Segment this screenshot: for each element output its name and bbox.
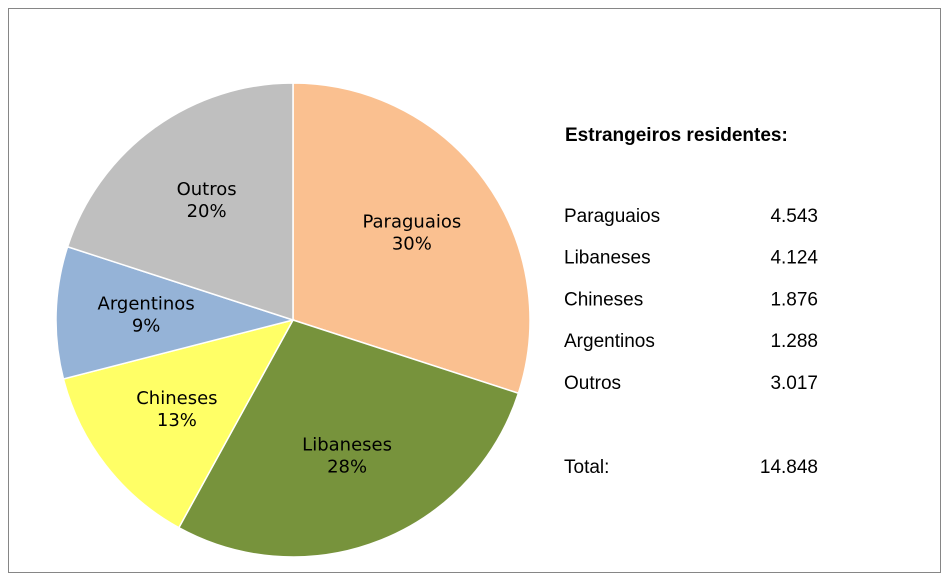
table-value: 4.543	[770, 206, 818, 227]
table-name: Argentinos	[564, 331, 655, 352]
table-name: Libaneses	[564, 248, 651, 269]
table-name: Chineses	[564, 289, 643, 310]
pie-slice	[55, 245, 296, 380]
slice-value-label: 30%	[392, 234, 432, 255]
slice-value-label: 13%	[157, 410, 197, 431]
slice-value-label: 9%	[132, 315, 161, 336]
table-total-label: Total:	[564, 457, 609, 478]
table-name: Outros	[564, 373, 621, 394]
pie-slice	[66, 82, 294, 322]
table-title: Estrangeiros residentes:	[565, 125, 788, 146]
table-value: 1.876	[770, 289, 818, 310]
table-total-value: 14.848	[760, 457, 818, 478]
slice-label: Paraguaios	[362, 212, 461, 233]
table-name: Paraguaios	[564, 206, 660, 227]
table-value: 4.124	[770, 248, 818, 269]
slice-label: Argentinos	[98, 293, 195, 314]
pie-slice	[177, 319, 520, 558]
pie-slice	[62, 318, 295, 529]
slice-label: Libaneses	[302, 435, 392, 456]
slice-value-label: 20%	[187, 201, 227, 222]
table-value: 3.017	[770, 373, 818, 394]
table-value: 1.288	[770, 331, 818, 352]
slice-label: Outros	[177, 179, 237, 200]
slice-value-label: 28%	[327, 457, 367, 478]
slice-label: Chineses	[136, 388, 217, 409]
pie-slice	[292, 82, 531, 395]
